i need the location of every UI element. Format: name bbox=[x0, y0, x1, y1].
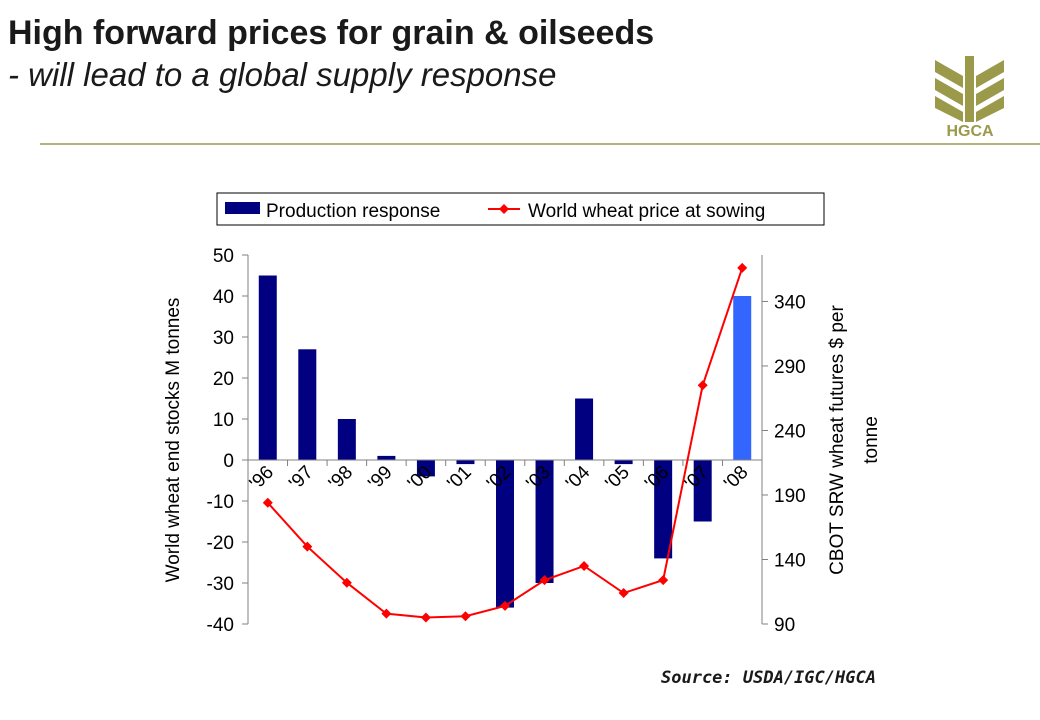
left-axis-tick-label: -40 bbox=[207, 615, 234, 636]
left-axis-tick-label: 20 bbox=[213, 369, 234, 390]
right-axis-tick-label: 90 bbox=[774, 615, 795, 636]
left-axis-tick-label: 30 bbox=[213, 328, 234, 349]
production-bar bbox=[733, 296, 752, 460]
legend-swatch-production bbox=[225, 202, 260, 214]
price-point bbox=[381, 608, 392, 619]
price-point bbox=[420, 612, 431, 623]
legend-swatch-price-marker bbox=[499, 204, 509, 214]
right-axis-tick-label: 140 bbox=[774, 550, 806, 571]
wheat-ears-icon bbox=[935, 56, 1004, 122]
chart-legend: Production response World wheat price at… bbox=[216, 192, 825, 226]
right-axis-tick-label: 240 bbox=[774, 421, 806, 442]
left-axis-label: World wheat end stocks M tonnes bbox=[163, 298, 184, 583]
production-bar bbox=[575, 398, 594, 460]
right-axis-tick-label: 290 bbox=[774, 357, 806, 378]
plot-area: 50 40 30 20 10 0 -10 -20 -30 -40 340 290 240 190 140 90… bbox=[207, 246, 806, 636]
production-bar bbox=[416, 460, 435, 477]
price-point bbox=[500, 600, 510, 611]
category-tick-label: '04 bbox=[562, 462, 595, 495]
left-axis-tick-label: -20 bbox=[207, 533, 234, 554]
price-point bbox=[579, 560, 590, 571]
price-point bbox=[539, 575, 550, 586]
left-axis-tick-label: 10 bbox=[213, 410, 234, 431]
left-axis-tick-label: 0 bbox=[223, 451, 234, 472]
category-tick-label: '05 bbox=[602, 462, 634, 494]
price-point bbox=[658, 575, 669, 586]
category-tick-label: '01 bbox=[443, 462, 475, 494]
legend-label-price: World wheat price at sowing bbox=[528, 201, 765, 222]
category-tick-label: '97 bbox=[285, 462, 317, 494]
legend-label-production: Production response bbox=[266, 201, 440, 222]
right-axis-label-line1: CBOT SRW wheat futures $ per bbox=[827, 305, 848, 575]
production-bar bbox=[535, 460, 554, 583]
logo-text: HGCA bbox=[946, 123, 994, 140]
production-bar bbox=[337, 419, 356, 460]
price-point bbox=[262, 497, 273, 508]
price-point bbox=[697, 380, 708, 391]
category-tick-label: '08 bbox=[720, 462, 752, 494]
left-axis-tick-label: 40 bbox=[213, 287, 234, 308]
production-bar bbox=[496, 460, 514, 608]
source-note: Source: USDA/IGC/HGCA bbox=[661, 668, 876, 688]
production-bar bbox=[456, 460, 475, 465]
price-point bbox=[460, 611, 471, 622]
right-axis-label-line2: tonne bbox=[861, 416, 882, 464]
production-bar bbox=[654, 460, 673, 559]
price-point bbox=[341, 577, 352, 588]
category-tick-label: '96 bbox=[246, 462, 278, 494]
left-axis-tick-label: -30 bbox=[207, 574, 234, 595]
category-tick-label: '99 bbox=[364, 462, 396, 494]
right-axis-tick-label: 190 bbox=[774, 486, 806, 507]
price-point bbox=[618, 588, 629, 599]
page-title: High forward prices for grain & oilseeds bbox=[8, 14, 655, 52]
price-point bbox=[302, 541, 313, 552]
production-bar bbox=[377, 455, 396, 460]
left-axis-tick-label: -10 bbox=[207, 492, 234, 513]
production-bar bbox=[614, 460, 633, 465]
header-divider bbox=[40, 143, 1040, 145]
page-subtitle: - will lead to a global supply response bbox=[8, 56, 557, 93]
price-point bbox=[737, 262, 748, 273]
production-bar bbox=[693, 460, 712, 522]
production-bar bbox=[298, 349, 317, 460]
hgca-logo: HGCA bbox=[935, 56, 1004, 140]
left-axis-tick-label: 50 bbox=[213, 246, 234, 267]
right-axis-tick-label: 340 bbox=[774, 292, 806, 313]
category-tick-label: '98 bbox=[325, 462, 357, 494]
production-bar bbox=[258, 275, 277, 460]
